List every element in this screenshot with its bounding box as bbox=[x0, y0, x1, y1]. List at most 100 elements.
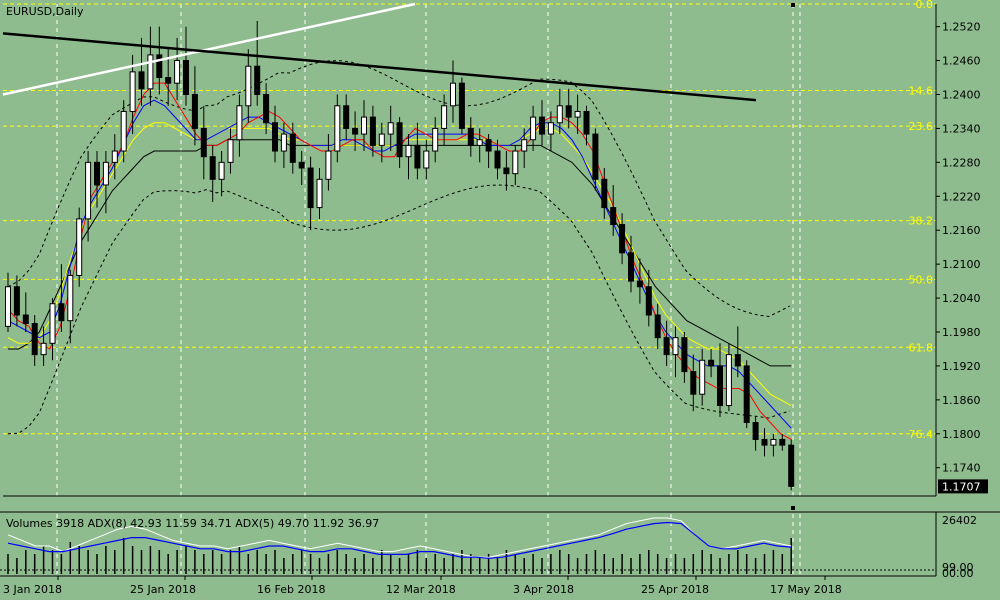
candle-bull bbox=[245, 65, 252, 107]
indicator-tick-label: 26402 bbox=[942, 514, 977, 527]
candle-bear bbox=[636, 280, 643, 288]
candle-bear bbox=[708, 359, 715, 367]
candle-bear bbox=[369, 116, 376, 146]
candle-bear bbox=[485, 139, 492, 152]
trend-line-black bbox=[2, 32, 757, 102]
x-tick-label: 17 May 2018 bbox=[770, 583, 842, 596]
candle-bear bbox=[619, 224, 626, 254]
candle-bull bbox=[49, 303, 56, 344]
candle-bull bbox=[423, 150, 430, 169]
vline-marker-bottom bbox=[791, 506, 795, 510]
candle-bull bbox=[76, 218, 83, 276]
candle-bear bbox=[263, 93, 270, 124]
candle-bull bbox=[111, 150, 118, 163]
candle-bear bbox=[761, 438, 768, 446]
candle-bear bbox=[138, 71, 145, 90]
candle-bull bbox=[5, 286, 11, 327]
time-axis: 3 Jan 2018 25 Jan 2018 16 Feb 2018 12 Mar 2… bbox=[3, 576, 842, 596]
trend-line-white bbox=[2, 2, 416, 96]
candle-bear bbox=[22, 314, 29, 325]
candle-bear bbox=[565, 105, 572, 118]
candle-bear bbox=[307, 167, 314, 209]
candle-bull bbox=[67, 274, 74, 322]
candle-bull bbox=[770, 438, 777, 446]
candle-bear bbox=[539, 116, 545, 135]
candle-bull bbox=[129, 71, 136, 112]
indicator-tick-label: 99.00 bbox=[942, 561, 974, 574]
candle-bear bbox=[681, 337, 688, 373]
indicator-title: Volumes 3918 ADX(8) 42.93 11.59 34.71 AD… bbox=[6, 517, 379, 530]
y-tick-label: 1.1800 bbox=[942, 428, 981, 441]
candle-bull bbox=[102, 161, 109, 186]
y-tick-label: 1.2040 bbox=[942, 292, 981, 305]
candle-bear bbox=[209, 156, 216, 180]
candle-bear bbox=[343, 105, 350, 129]
fib-label: 61.8 bbox=[909, 341, 934, 354]
candle-bear bbox=[743, 365, 750, 423]
fib-label: 38.2 bbox=[909, 215, 934, 228]
candle-bear bbox=[734, 354, 741, 367]
candle-bear bbox=[788, 444, 795, 487]
x-tick-label: 12 Mar 2018 bbox=[386, 583, 456, 596]
candle-bear bbox=[200, 127, 207, 158]
price-axis: 1.2520 1.2460 1.2400 1.2340 1.2280 1.2220 1.21… bbox=[936, 21, 988, 494]
candle-bull bbox=[227, 139, 234, 163]
fib-label: 23.6 bbox=[909, 120, 934, 133]
candle-bull bbox=[174, 60, 181, 84]
candle-bull bbox=[432, 127, 439, 152]
vline-marker-top bbox=[791, 3, 795, 7]
candle-bear bbox=[298, 161, 305, 169]
candle-bear bbox=[601, 178, 608, 209]
y-tick-label: 1.2460 bbox=[942, 55, 981, 68]
candle-bear bbox=[396, 122, 403, 158]
fib-label: 14.6 bbox=[909, 85, 934, 98]
candle-bull bbox=[672, 337, 679, 356]
lower-band bbox=[7, 184, 790, 435]
x-tick-label: 25 Apr 2018 bbox=[641, 583, 709, 596]
candle-bear bbox=[503, 167, 510, 175]
candle-bull bbox=[147, 54, 154, 90]
candle-bear bbox=[628, 252, 634, 282]
candle-bear bbox=[779, 438, 786, 446]
candle-bull bbox=[547, 122, 554, 135]
candle-bear bbox=[414, 144, 421, 169]
x-tick-label: 3 Jan 2018 bbox=[3, 583, 62, 596]
candle-bear bbox=[31, 323, 38, 356]
candle-bull bbox=[699, 359, 706, 395]
candle-bull bbox=[325, 150, 332, 180]
current-price-box bbox=[938, 479, 988, 494]
adx-white-line bbox=[7, 517, 792, 558]
indicator-tick-label: 00.00 bbox=[942, 567, 974, 580]
candle-bull bbox=[476, 139, 483, 146]
candle-bear bbox=[663, 337, 670, 356]
candle-bear bbox=[752, 421, 759, 440]
y-tick-label: 1.2220 bbox=[942, 190, 981, 203]
candle-bull bbox=[556, 105, 563, 124]
candle-bull bbox=[218, 161, 225, 180]
trend-lines[interactable] bbox=[2, 2, 757, 102]
x-tick-label: 25 Jan 2018 bbox=[130, 583, 196, 596]
y-tick-label: 1.1860 bbox=[942, 394, 981, 407]
candle-bull bbox=[236, 105, 243, 141]
candle-bear bbox=[458, 82, 465, 129]
candlestick-series[interactable] bbox=[5, 20, 795, 491]
adx-blue-line bbox=[7, 521, 792, 559]
candle-bull bbox=[40, 342, 47, 356]
candle-bear bbox=[13, 286, 20, 316]
fib-label: 50.0 bbox=[909, 273, 934, 286]
candle-bear bbox=[165, 77, 172, 84]
current-price-label: 1.1707 bbox=[942, 480, 981, 493]
y-tick-label: 1.1920 bbox=[942, 360, 981, 373]
x-tick-label: 3 Apr 2018 bbox=[513, 583, 574, 596]
candle-bear bbox=[690, 371, 697, 395]
y-tick-label: 1.2280 bbox=[942, 156, 981, 169]
y-tick-label: 1.2100 bbox=[942, 258, 981, 271]
candle-bear bbox=[183, 60, 189, 95]
y-tick-label: 1.2520 bbox=[942, 21, 981, 34]
candle-bull bbox=[378, 133, 385, 146]
candle-bear bbox=[254, 65, 261, 95]
candle-bear bbox=[191, 93, 198, 129]
candle-bull bbox=[450, 82, 456, 107]
